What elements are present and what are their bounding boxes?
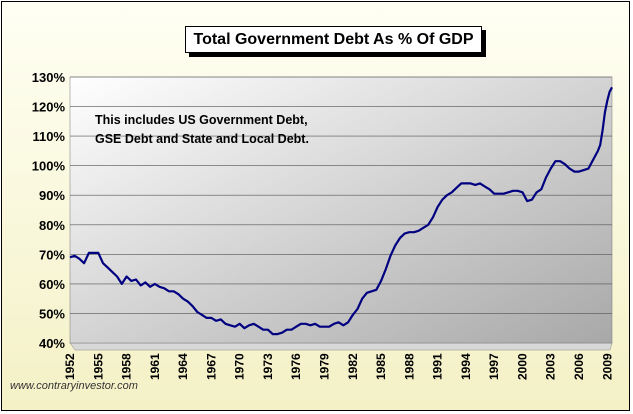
x-tick-label: 2009 — [600, 353, 614, 380]
annotation-line-1: This includes US Government Debt, — [95, 113, 308, 127]
plot-floor — [69, 342, 613, 351]
x-tick-label: 1994 — [459, 353, 473, 380]
plot-area — [69, 76, 613, 344]
y-tick-label: 40% — [39, 336, 65, 351]
x-tick-label: 1997 — [487, 353, 501, 380]
x-tick-label: 2006 — [572, 353, 586, 380]
x-tick-label: 1958 — [120, 353, 134, 380]
y-tick-label: 70% — [39, 247, 65, 262]
x-axis: 1952 1955 1958 1961 1964 1967 1970 1973 1976 1979… — [63, 353, 614, 380]
y-axis: 40% 50% 60% 70% 80% 90% 100% 110% 120% 130% — [32, 70, 66, 351]
gridlines — [70, 76, 612, 314]
x-tick-label: 2000 — [515, 353, 529, 380]
x-tick-label: 1955 — [91, 353, 105, 380]
annotation-line-2: GSE Debt and State and Local Debt. — [95, 132, 309, 146]
x-tick-label: 1991 — [431, 353, 445, 380]
x-tick-label: 1967 — [204, 353, 218, 380]
x-tick-label: 1985 — [374, 353, 388, 380]
y-tick-label: 80% — [39, 218, 65, 233]
y-tick-label: 50% — [39, 306, 65, 321]
y-tick-label: 100% — [32, 159, 66, 174]
x-tick-label: 1964 — [176, 353, 190, 380]
y-tick-label: 60% — [39, 277, 65, 292]
x-tick-label: 1979 — [318, 353, 332, 380]
chart-title: Total Government Debt As % Of GDP — [185, 26, 482, 53]
x-tick-label: 1961 — [148, 353, 162, 380]
x-tick-label: 1973 — [261, 353, 275, 380]
x-tick-label: 1976 — [289, 353, 303, 380]
x-tick-label: 1952 — [63, 353, 77, 380]
source-credit: www.contraryinvestor.com — [10, 380, 138, 392]
y-tick-label: 90% — [39, 188, 65, 203]
y-tick-label: 120% — [32, 100, 66, 115]
y-tick-label: 110% — [32, 129, 65, 144]
x-tick-label: 2003 — [544, 353, 558, 380]
x-tick-label: 1970 — [233, 353, 247, 380]
x-tick-label: 1982 — [346, 353, 360, 380]
x-tick-label: 1988 — [402, 353, 416, 380]
y-tick-label: 130% — [32, 70, 66, 85]
series-line-debt-pct-gdp — [69, 86, 613, 336]
